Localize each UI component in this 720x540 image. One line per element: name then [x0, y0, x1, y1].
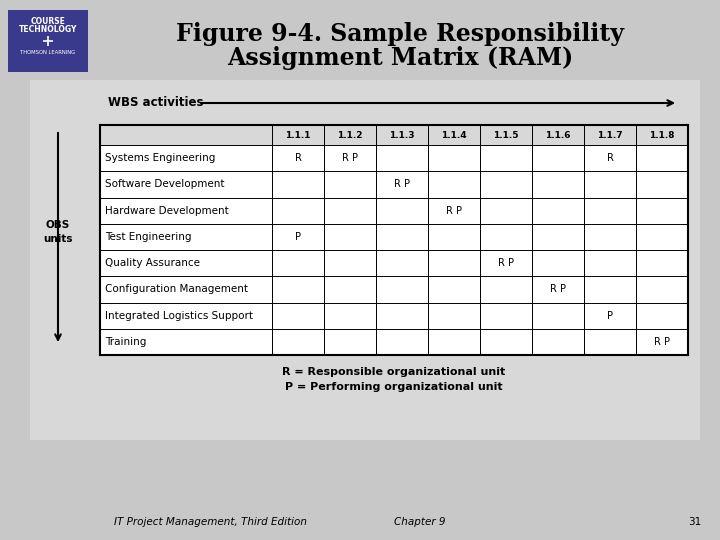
Text: 1.1.8: 1.1.8 [649, 131, 675, 139]
Text: Figure 9-4. Sample Responsibility: Figure 9-4. Sample Responsibility [176, 22, 624, 46]
Text: P: P [295, 232, 301, 242]
Text: OBS: OBS [46, 220, 70, 231]
Text: Integrated Logistics Support: Integrated Logistics Support [105, 310, 253, 321]
Text: Chapter 9: Chapter 9 [395, 517, 446, 527]
Text: R: R [294, 153, 302, 163]
Text: Assignment Matrix (RAM): Assignment Matrix (RAM) [227, 46, 573, 70]
Text: 1.1.3: 1.1.3 [390, 131, 415, 139]
Text: Systems Engineering: Systems Engineering [105, 153, 215, 163]
Text: COURSE: COURSE [30, 17, 66, 25]
Text: 1.1.7: 1.1.7 [597, 131, 623, 139]
Text: Configuration Management: Configuration Management [105, 285, 248, 294]
Text: IT Project Management, Third Edition: IT Project Management, Third Edition [114, 517, 307, 527]
Text: TECHNOLOGY: TECHNOLOGY [19, 25, 77, 35]
Bar [8, 10, 88, 72]
Text: Test Engineering: Test Engineering [105, 232, 192, 242]
Text: R P: R P [550, 285, 566, 294]
Text: Quality Assurance: Quality Assurance [105, 258, 200, 268]
Text: 1.1.6: 1.1.6 [545, 131, 571, 139]
Text: R P: R P [342, 153, 358, 163]
Text: 1.1.5: 1.1.5 [493, 131, 518, 139]
Bar [30, 80, 700, 440]
Text: 1.1.4: 1.1.4 [441, 131, 467, 139]
Text: R P: R P [654, 337, 670, 347]
Text: R P: R P [498, 258, 514, 268]
Text: 31: 31 [688, 517, 701, 527]
Text: P: P [607, 310, 613, 321]
Text: Hardware Development: Hardware Development [105, 206, 229, 215]
Text: R = Responsible organizational unit: R = Responsible organizational unit [282, 367, 505, 377]
Text: 1.1.1: 1.1.1 [285, 131, 311, 139]
Text: WBS activities: WBS activities [108, 97, 204, 110]
Text: Software Development: Software Development [105, 179, 225, 190]
Text: R P: R P [446, 206, 462, 215]
Bar [100, 125, 688, 145]
Text: P = Performing organizational unit: P = Performing organizational unit [285, 382, 503, 392]
Text: units: units [43, 234, 73, 245]
Text: R: R [606, 153, 613, 163]
Text: R P: R P [394, 179, 410, 190]
Text: THOMSON LEARNING: THOMSON LEARNING [20, 50, 76, 55]
Text: 1.1.2: 1.1.2 [337, 131, 363, 139]
Text: Training: Training [105, 337, 146, 347]
Bar [100, 125, 688, 355]
